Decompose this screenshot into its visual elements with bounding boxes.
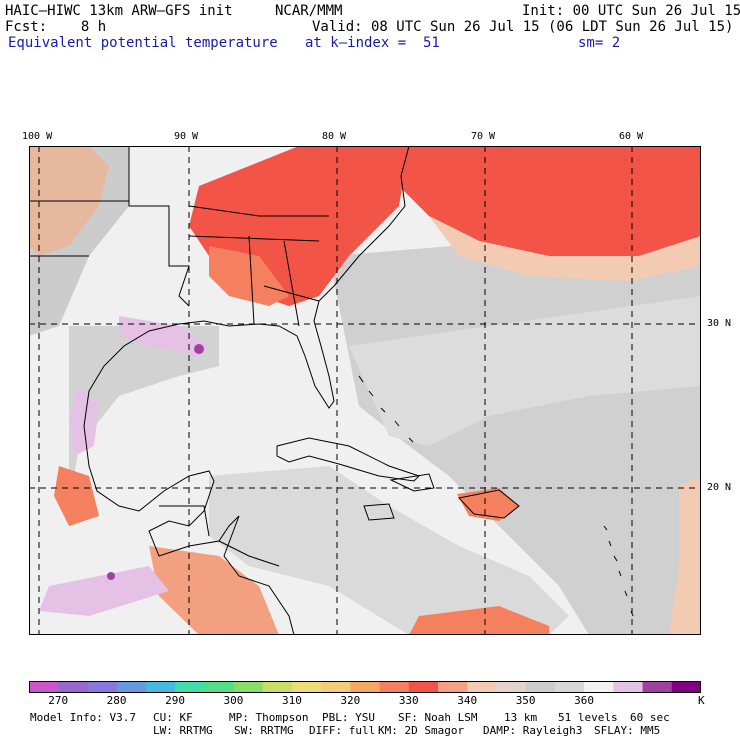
dark-purple-pacific	[107, 572, 115, 580]
colorbar-frame	[29, 681, 701, 693]
peach-band-atlantic	[429, 216, 701, 281]
model-info-item: DIFF: full	[309, 724, 376, 737]
forecast-hour: Fcst: 8 h	[5, 19, 107, 35]
warm-mexico	[54, 466, 99, 526]
model-info-item: PBL: YSU	[322, 711, 375, 724]
gray-field-gulf	[69, 326, 219, 506]
model-title: HAIC–HIWC 13km ARW–GFS init	[5, 3, 233, 19]
model-info-item: SW: RRTMG	[234, 724, 294, 737]
colorbar-swatch	[29, 681, 59, 693]
colorbar-swatch	[438, 681, 468, 693]
valid-time: Valid: 08 UTC Sun 26 Jul 15 (06 LDT Sun …	[312, 19, 734, 35]
purple-pacific	[39, 566, 169, 616]
colorbar-swatch	[233, 681, 264, 693]
lat-lon-grid	[29, 146, 701, 635]
light-gray-band	[349, 296, 701, 446]
lon-label-100w: 100 W	[22, 131, 53, 142]
colorbar-swatch	[584, 681, 614, 693]
colorbar-tick-label: 320	[340, 694, 361, 707]
colorbar-swatch	[87, 681, 118, 693]
warm-central-america	[149, 546, 279, 635]
peach-eastern-edge	[669, 476, 701, 635]
colorbar	[29, 681, 701, 693]
colorbar-tick-label: 350	[515, 694, 536, 707]
organization-label: NCAR/MMM	[275, 3, 343, 19]
colorbar-tick-label: 290	[165, 694, 185, 707]
model-info-item: LW: RRTMG	[153, 724, 213, 737]
colorbar-swatch	[116, 681, 147, 693]
colorbar-swatch	[525, 681, 556, 693]
lat-label-30n: 30 N	[707, 318, 732, 329]
model-info-item: SF: Noah LSM	[398, 711, 478, 724]
high-theta-e-atlantic	[399, 146, 701, 256]
coastlines	[29, 146, 520, 635]
warm-south-caribbean	[409, 606, 549, 635]
colorbar-swatch	[262, 681, 293, 693]
model-info-item: MP: Thompson	[229, 711, 309, 724]
model-info-item: 13 km	[504, 711, 538, 724]
colorbar-swatch	[496, 681, 527, 693]
lon-label-70w: 70 W	[471, 131, 496, 142]
model-info-item: DAMP: Rayleigh3	[483, 724, 583, 737]
colorbar-tick-label: 270	[48, 694, 69, 707]
colorbar-swatch	[145, 681, 176, 693]
colorbar-swatch	[467, 681, 497, 693]
theta-e-map	[29, 146, 701, 635]
lat-label-20n: 20 N	[707, 482, 732, 493]
colorbar-swatch	[350, 681, 381, 693]
dark-purple-spot	[194, 344, 204, 354]
init-time: Init: 00 UTC Sun 26 Jul 15	[522, 3, 740, 19]
model-info-item: CU: KF	[153, 711, 193, 724]
map-frame	[29, 146, 701, 635]
colorbar-swatch	[321, 681, 351, 693]
colorbar-swatch	[613, 681, 644, 693]
colorbar-tick-label: 310	[281, 694, 302, 707]
model-info-item: KM: 2D Smagor	[378, 724, 465, 737]
colorbar-swatch	[642, 681, 673, 693]
colorbar-tick-label: 330	[398, 694, 419, 707]
colorbar-swatch	[408, 681, 439, 693]
colorbar-swatch	[291, 681, 322, 693]
colorbar-swatch	[204, 681, 235, 693]
model-info-item: SFLAY: MM5	[594, 724, 661, 737]
colorbar-swatch	[379, 681, 410, 693]
colorbar-tick-label: 340	[457, 694, 478, 707]
gray-field-caribbean	[209, 466, 569, 635]
colorbar-swatch	[671, 681, 701, 693]
colorbar-tick-label: 360	[574, 694, 594, 707]
colorbar-unit: K	[698, 694, 705, 707]
model-info-item: 51 levels	[558, 711, 618, 724]
model-info-item: Model Info: V3.7	[30, 711, 136, 724]
lon-label-80w: 80 W	[322, 131, 347, 142]
colorbar-swatch	[58, 681, 88, 693]
model-info-item: 60 sec	[630, 711, 670, 724]
purple-gulf-coast	[119, 316, 209, 356]
field-name: Equivalent potential temperature	[8, 35, 278, 51]
colorbar-tick-label: 300	[223, 694, 244, 707]
colorbar-swatch	[175, 681, 205, 693]
smoothing-label: sm= 2	[578, 35, 621, 51]
level-label: at k–index = 51	[305, 35, 440, 51]
lon-label-60w: 60 W	[619, 131, 644, 142]
lon-label-90w: 90 W	[174, 131, 199, 142]
purple-western-gulf	[69, 386, 99, 456]
colorbar-swatch	[554, 681, 585, 693]
orange-theta-e-south	[209, 246, 289, 306]
colorbar-tick-label: 280	[106, 694, 127, 707]
